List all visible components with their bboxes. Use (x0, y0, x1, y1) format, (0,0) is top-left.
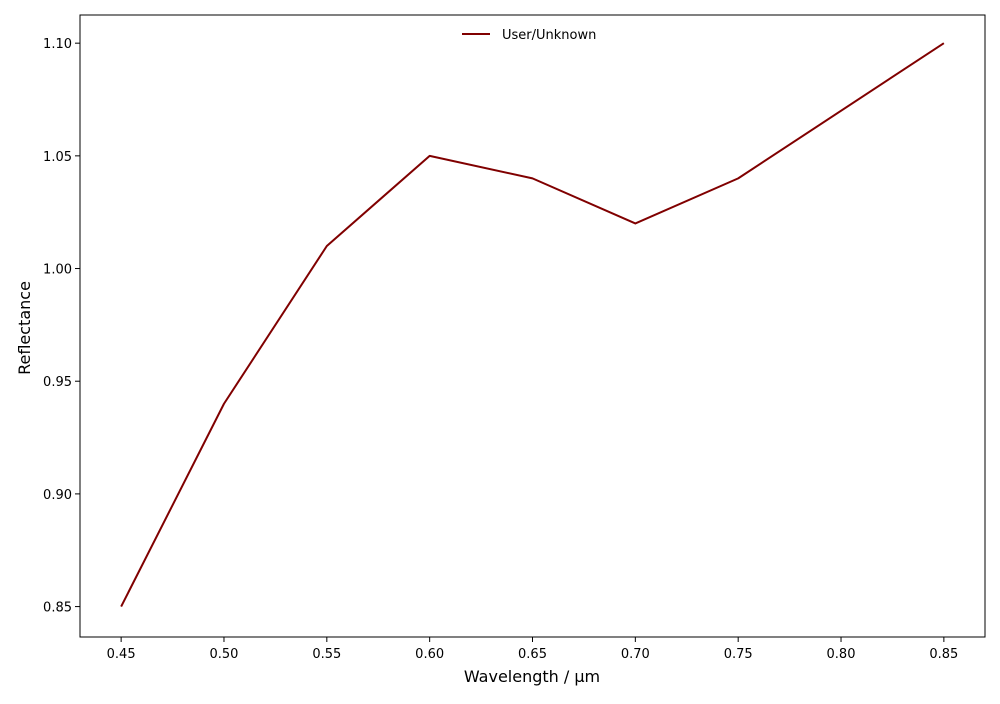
y-axis-label: Reflectance (15, 281, 34, 375)
x-tick-label: 0.65 (518, 647, 547, 662)
y-tick-label: 0.85 (43, 601, 72, 616)
plot-area-background (80, 15, 985, 637)
x-axis-label: Wavelength / µm (464, 667, 600, 686)
y-axis-ticks: 0.85 0.90 0.95 1.00 1.05 1.10 (43, 37, 80, 615)
x-tick-label: 0.85 (929, 647, 958, 662)
x-tick-label: 0.50 (210, 647, 239, 662)
y-tick-label: 0.90 (43, 488, 72, 503)
y-tick-label: 1.00 (43, 263, 72, 278)
x-tick-label: 0.75 (724, 647, 753, 662)
x-tick-label: 0.80 (827, 647, 856, 662)
x-tick-label: 0.60 (415, 647, 444, 662)
y-tick-label: 1.10 (43, 37, 72, 52)
x-axis-ticks: 0.45 0.50 0.55 0.60 0.65 0.70 0.75 0.80 0.85 (107, 637, 959, 662)
y-tick-label: 0.95 (43, 375, 72, 390)
x-tick-label: 0.45 (107, 647, 136, 662)
x-tick-label: 0.70 (621, 647, 650, 662)
y-tick-label: 1.05 (43, 150, 72, 165)
x-tick-label: 0.55 (312, 647, 341, 662)
legend-label: User/Unknown (502, 28, 596, 43)
